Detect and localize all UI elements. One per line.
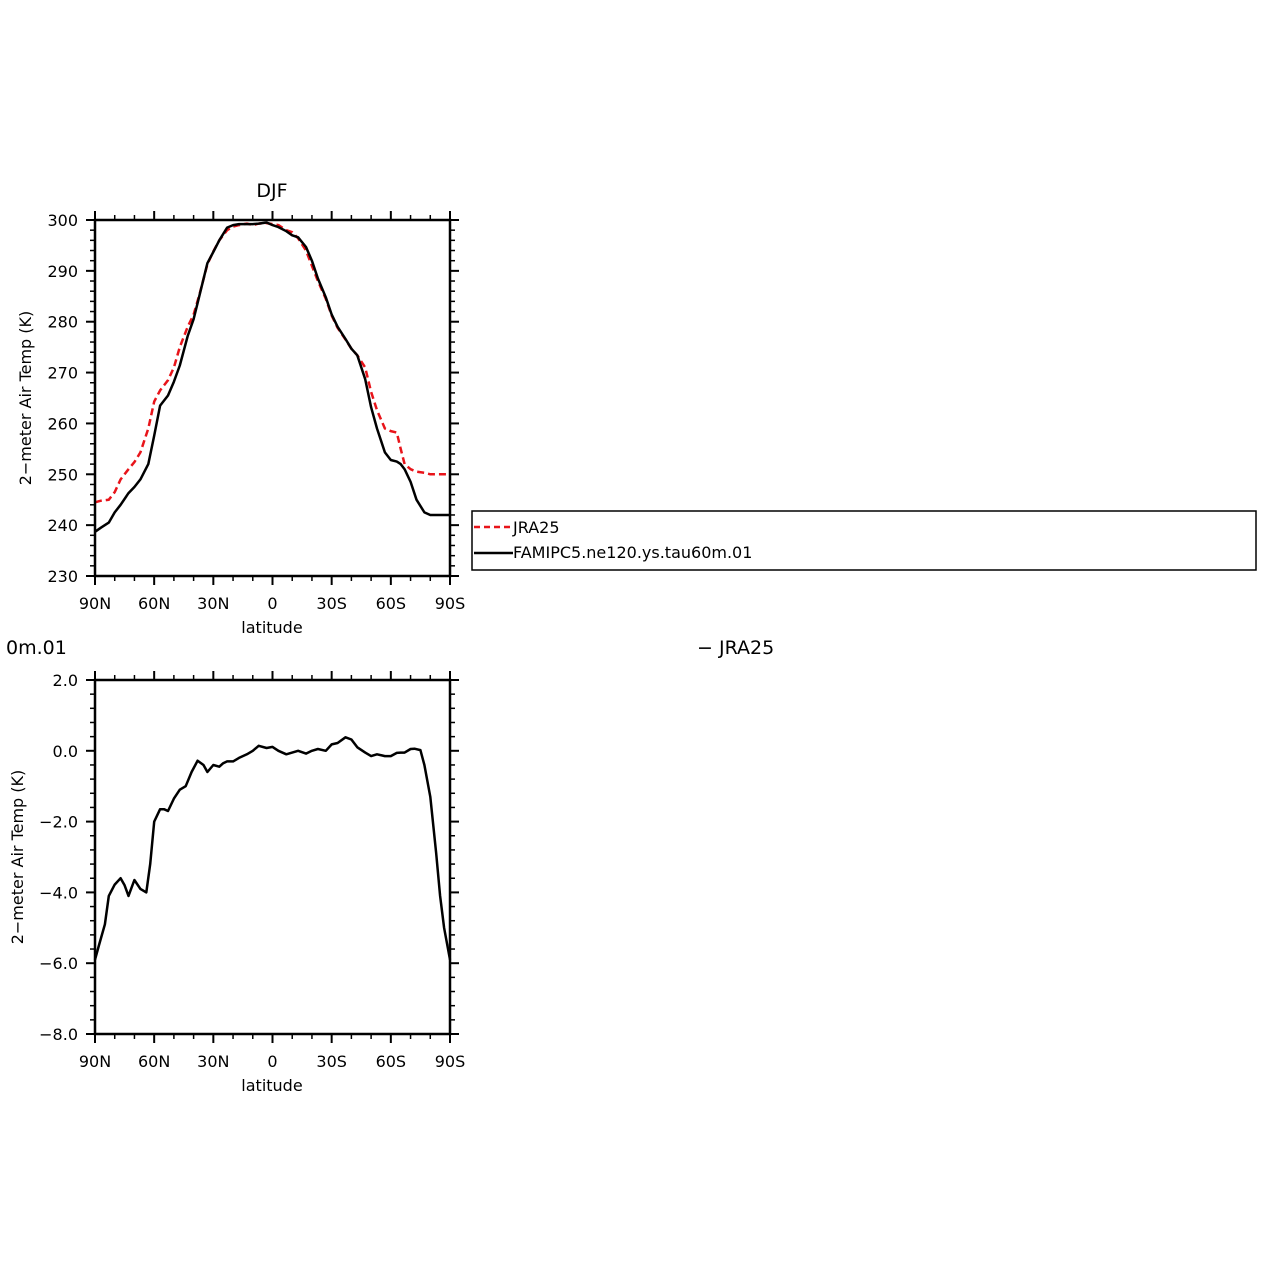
bottom-title-left: 0m.01 xyxy=(6,637,67,659)
bottom-xtick-label-90s: 90S xyxy=(435,1052,466,1071)
top-xtick-label-30n: 30N xyxy=(197,594,229,613)
bottom-ytick-label-2-0: 2.0 xyxy=(53,671,78,690)
bottom-ytick-label-8-0: −8.0 xyxy=(39,1025,78,1044)
bottom-xtick-label-60n: 60N xyxy=(138,1052,170,1071)
top-ticks: 90N 60N 30N 0 30S 60S 90S 300 290 280 270 260 250 240… xyxy=(47,211,465,613)
top-ytick-label-280: 280 xyxy=(47,313,78,332)
bottom-panel: 0m.01 − JRA25 90N 60N 30N 0 30S 60S 90S 2.0 0.0 −… xyxy=(6,637,774,1095)
top-ytick-label-300: 300 xyxy=(47,211,78,230)
top-ytick-label-260: 260 xyxy=(47,414,78,433)
top-series-line-famipc5-ne120-ys-tau60m-01 xyxy=(94,221,450,533)
bottom-xtick-label-60s: 60S xyxy=(376,1052,407,1071)
top-ytick-label-270: 270 xyxy=(47,364,78,383)
top-xtick-label-60n: 60N xyxy=(138,594,170,613)
bottom-ticks: 90N 60N 30N 0 30S 60S 90S 2.0 0.0 −2.0 −4.0 −6.0 −8.… xyxy=(39,671,465,1071)
bottom-ylabel: 2−meter Air Temp (K) xyxy=(8,770,27,945)
top-series-line-jra25 xyxy=(94,221,450,504)
legend-label-famipc5: FAMIPC5.ne120.ys.tau60m.01 xyxy=(513,543,752,562)
top-xlabel: latitude xyxy=(241,618,302,637)
bottom-ytick-label-6-0: −6.0 xyxy=(39,954,78,973)
bottom-xtick-label-90n: 90N xyxy=(79,1052,111,1071)
legend: JRA25 FAMIPC5.ne120.ys.tau60m.01 xyxy=(471,510,1257,571)
top-ylabel: 2−meter Air Temp (K) xyxy=(16,311,35,486)
top-ytick-label-240: 240 xyxy=(47,516,78,535)
top-ytick-label-250: 250 xyxy=(47,465,78,484)
legend-box xyxy=(471,510,1257,571)
bottom-ytick-label-4-0: −4.0 xyxy=(39,883,78,902)
bottom-xtick-label-0: 0 xyxy=(267,1052,277,1071)
top-title: DJF xyxy=(256,180,287,202)
bottom-xtick-label-30s: 30S xyxy=(316,1052,347,1071)
top-panel: DJF 90N 60N 30N 0 30S 60S 90S 300 290 280 270 260 25… xyxy=(16,180,465,637)
top-xtick-label-90n: 90N xyxy=(79,594,111,613)
bottom-series-line-difference xyxy=(93,736,452,961)
top-series-lines xyxy=(94,221,450,533)
bottom-ytick-label-2-0: −2.0 xyxy=(39,813,78,832)
bottom-title-right: − JRA25 xyxy=(697,637,774,659)
bottom-plot-frame xyxy=(93,678,452,1036)
top-ytick-label-230: 230 xyxy=(47,567,78,586)
top-xtick-label-30s: 30S xyxy=(316,594,347,613)
legend-label-jra25: JRA25 xyxy=(512,518,560,537)
top-plot-frame xyxy=(93,218,452,578)
bottom-xlabel: latitude xyxy=(241,1076,302,1095)
bottom-series-lines xyxy=(93,736,452,961)
bottom-xtick-label-30n: 30N xyxy=(197,1052,229,1071)
top-xtick-label-0: 0 xyxy=(267,594,277,613)
top-ytick-label-290: 290 xyxy=(47,262,78,281)
bottom-ytick-label-0-0: 0.0 xyxy=(53,742,78,761)
top-xtick-label-60s: 60S xyxy=(376,594,407,613)
top-xtick-label-90s: 90S xyxy=(435,594,466,613)
